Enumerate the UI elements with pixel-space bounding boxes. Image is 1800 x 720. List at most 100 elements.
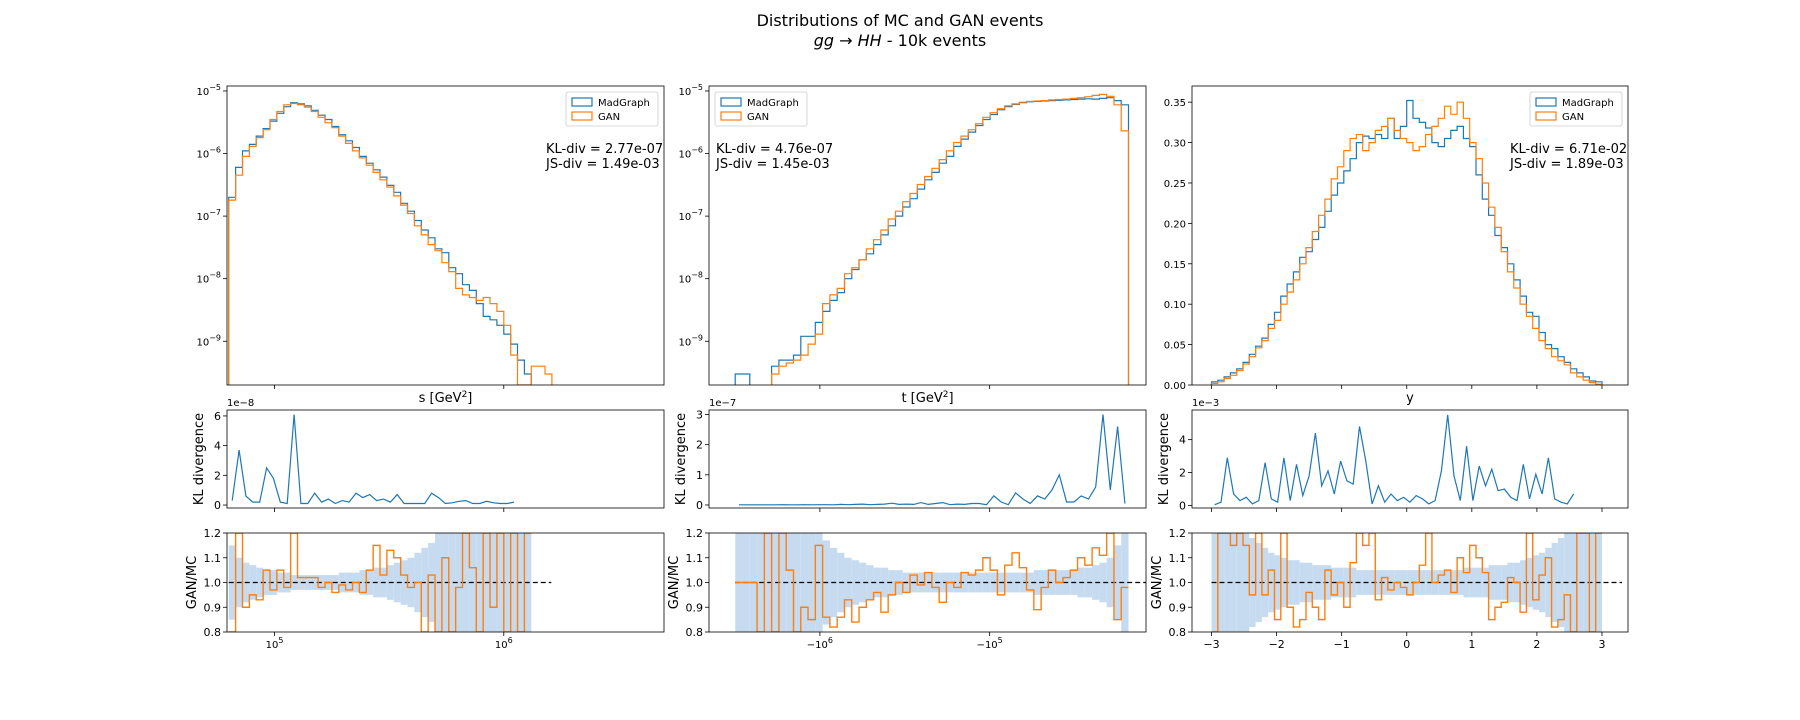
uncertainty-band bbox=[263, 570, 271, 595]
y-tick-label: 0.35 bbox=[1164, 98, 1186, 109]
y-tick-label: 0 bbox=[214, 499, 221, 512]
uncertainty-band bbox=[1526, 557, 1533, 608]
ratio-t: 1.2 1.1 1.0 0.9 0.8 −106 −105 GAN/MC bbox=[667, 527, 1147, 651]
uncertainty-band bbox=[407, 557, 415, 608]
legend-box bbox=[565, 91, 659, 127]
legend-label-madgraph: MadGraph bbox=[747, 98, 799, 109]
y-tick-label: 0.25 bbox=[1164, 179, 1186, 190]
uncertainty-band bbox=[961, 572, 969, 593]
uncertainty-band bbox=[1113, 545, 1122, 620]
uncertainty-band bbox=[1589, 533, 1596, 632]
series-madgraph bbox=[1210, 99, 1603, 385]
y-tick-label: 0.8 bbox=[686, 626, 704, 639]
uncertainty-band bbox=[778, 533, 787, 632]
axes-frame bbox=[708, 85, 1147, 386]
legend-swatch-madgraph bbox=[571, 97, 593, 107]
ratio-y-label: GAN/MC bbox=[667, 556, 682, 609]
y-tick-label: 1.0 bbox=[204, 577, 222, 590]
x-tick-label: −105 bbox=[977, 636, 1003, 651]
legend-box bbox=[1529, 91, 1623, 127]
uncertainty-band bbox=[1026, 572, 1034, 593]
legend-swatch-gan bbox=[1535, 111, 1557, 121]
uncertainty-band bbox=[1224, 533, 1231, 632]
hist-lines-t bbox=[734, 93, 1130, 385]
y-tick-label: 10−8 bbox=[678, 271, 703, 286]
ratio-gan-mc-line bbox=[735, 533, 1129, 632]
y-tick-label: 0.00 bbox=[1164, 381, 1186, 392]
x-tick-label: −2 bbox=[1268, 638, 1284, 651]
uncertainty-band bbox=[1033, 570, 1042, 595]
uncertainty-band bbox=[1469, 567, 1477, 598]
y-tick-label: 1.2 bbox=[1169, 527, 1187, 540]
kl-offset-label: 1e−8 bbox=[227, 398, 254, 409]
uncertainty-band bbox=[496, 533, 504, 632]
ratio-marks-t bbox=[735, 533, 1146, 632]
legend: MadGraph GAN bbox=[1529, 91, 1623, 127]
uncertainty-band bbox=[448, 533, 456, 632]
uncertainty-band bbox=[1312, 565, 1319, 600]
kl-t: 0 1 2 3 1e−7 KL divergence bbox=[674, 398, 1147, 512]
legend-box bbox=[714, 91, 808, 127]
uncertainty-band bbox=[1520, 560, 1527, 605]
ratio-marks-s bbox=[228, 533, 552, 632]
y-tick-label: 2 bbox=[1179, 467, 1186, 480]
kl-y-label: KL divergence bbox=[1157, 413, 1172, 505]
x-tick-label: −106 bbox=[807, 636, 833, 651]
y-tick-label: 10−9 bbox=[196, 333, 221, 348]
axes-frame bbox=[226, 85, 665, 386]
x-axis-label: s [GeV2] bbox=[419, 390, 473, 406]
y-tick-label: 1 bbox=[696, 469, 703, 482]
ratio-gan-mc-line bbox=[1211, 533, 1602, 632]
y-tick-label: 0.15 bbox=[1164, 260, 1186, 271]
legend: MadGraph GAN bbox=[714, 91, 808, 127]
uncertainty-band bbox=[793, 533, 801, 632]
hist-t: 10−5 10−6 10−7 10−8 10−9 MadGraph GAN KL-div = … bbox=[678, 83, 1147, 406]
kl-div-annotation: KL-div = 6.71e-02 bbox=[1510, 142, 1627, 157]
series-gan bbox=[228, 102, 553, 385]
x-tick-label: −1 bbox=[1334, 638, 1350, 651]
uncertainty-band bbox=[866, 565, 874, 600]
uncertainty-band bbox=[1557, 537, 1565, 628]
y-tick-label: 1.0 bbox=[686, 577, 704, 590]
y-tick-label: 1.2 bbox=[686, 527, 704, 540]
y-tick-label: 1.1 bbox=[204, 552, 222, 565]
uncertainty-band bbox=[1106, 557, 1114, 608]
uncertainty-band bbox=[953, 572, 962, 593]
y-tick-label: 10−9 bbox=[678, 333, 703, 348]
panel-y: 0.00 0.05 0.10 0.15 0.20 0.25 0.30 0.35 MadGraph… bbox=[1150, 85, 1629, 651]
x-tick-label: 1 bbox=[1468, 638, 1475, 651]
legend-label-gan: GAN bbox=[1562, 112, 1584, 123]
uncertainty-band bbox=[1230, 533, 1237, 632]
y-tick-label: 1.1 bbox=[686, 552, 704, 565]
legend-label-madgraph: MadGraph bbox=[1562, 98, 1614, 109]
figure-title: Distributions of MC and GAN events bbox=[757, 11, 1044, 30]
panel-s: 10−5 10−6 10−7 10−8 10−9 MadGraph GAN KL-div = … bbox=[185, 83, 665, 651]
uncertainty-band bbox=[503, 533, 511, 632]
js-div-annotation: JS-div = 1.45e-03 bbox=[715, 157, 830, 172]
x-tick-label: 3 bbox=[1598, 638, 1605, 651]
uncertainty-band bbox=[1099, 562, 1107, 603]
legend-swatch-madgraph bbox=[1535, 97, 1557, 107]
x-axis-label: y bbox=[1406, 391, 1414, 406]
x-tick-label: 0 bbox=[1403, 638, 1410, 651]
series-madgraph bbox=[228, 102, 532, 385]
y-tick-label: 10−7 bbox=[678, 208, 703, 223]
uncertainty-band bbox=[1343, 567, 1351, 598]
series-gan bbox=[1210, 101, 1603, 385]
kl-div-annotation: KL-div = 2.77e-07 bbox=[546, 142, 663, 157]
uncertainty-band bbox=[304, 575, 312, 590]
ratio-y-label: GAN/MC bbox=[1150, 556, 1165, 609]
uncertainty-band bbox=[1406, 570, 1414, 595]
y-tick-label: 0.10 bbox=[1164, 300, 1186, 311]
y-tick-label: 4 bbox=[1179, 434, 1186, 447]
uncertainty-band bbox=[359, 570, 367, 595]
ratio-y-label: GAN/MC bbox=[185, 556, 200, 609]
x-tick-label: 106 bbox=[495, 636, 513, 651]
axes-frame bbox=[226, 409, 665, 509]
y-tick-label: 0.9 bbox=[1169, 601, 1187, 614]
y-tick-label: 0.05 bbox=[1164, 341, 1186, 352]
uncertainty-band bbox=[256, 567, 264, 598]
uncertainty-band bbox=[786, 533, 794, 632]
kl-y-label: KL divergence bbox=[192, 413, 207, 505]
